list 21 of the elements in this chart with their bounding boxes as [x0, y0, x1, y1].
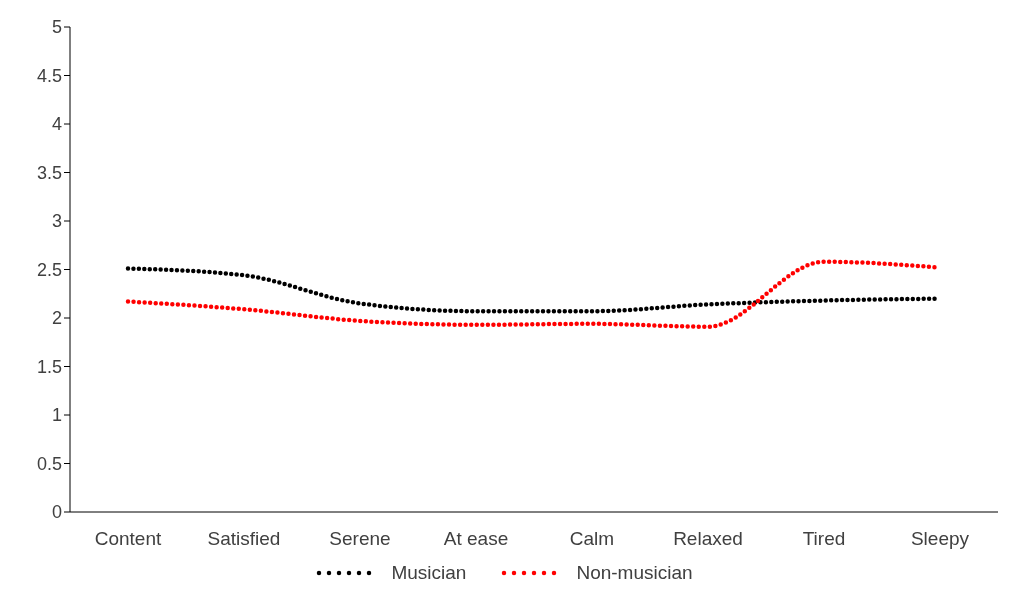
- x-tick-label: Sleepy: [910, 528, 970, 550]
- y-tick-label: 0: [51, 502, 62, 523]
- x-tick-label: Relaxed: [673, 528, 743, 550]
- y-tick-label: 1.5: [36, 356, 62, 377]
- x-tick-label: At ease: [443, 528, 509, 550]
- y-tick-label: 5: [51, 17, 62, 38]
- y-tick-label: 2.5: [36, 259, 62, 280]
- x-tick-label: Calm: [569, 528, 615, 550]
- y-tick-label: 2: [51, 308, 62, 329]
- legend-label: Non-musician: [576, 562, 693, 584]
- x-tick-label: Satisfied: [207, 528, 281, 550]
- y-tick-label: 3.5: [36, 162, 62, 183]
- y-tick-label: 3: [51, 211, 62, 232]
- y-tick-label: 1: [51, 405, 62, 426]
- y-tick-label: 4.5: [36, 65, 62, 86]
- y-tick-label: 4: [51, 114, 62, 135]
- y-tick-label: 0.5: [36, 453, 62, 474]
- x-tick-label: Serene: [329, 528, 391, 550]
- x-tick-label: Content: [94, 528, 162, 550]
- x-tick-label: Tired: [802, 528, 846, 550]
- legend-label: Musician: [391, 562, 467, 584]
